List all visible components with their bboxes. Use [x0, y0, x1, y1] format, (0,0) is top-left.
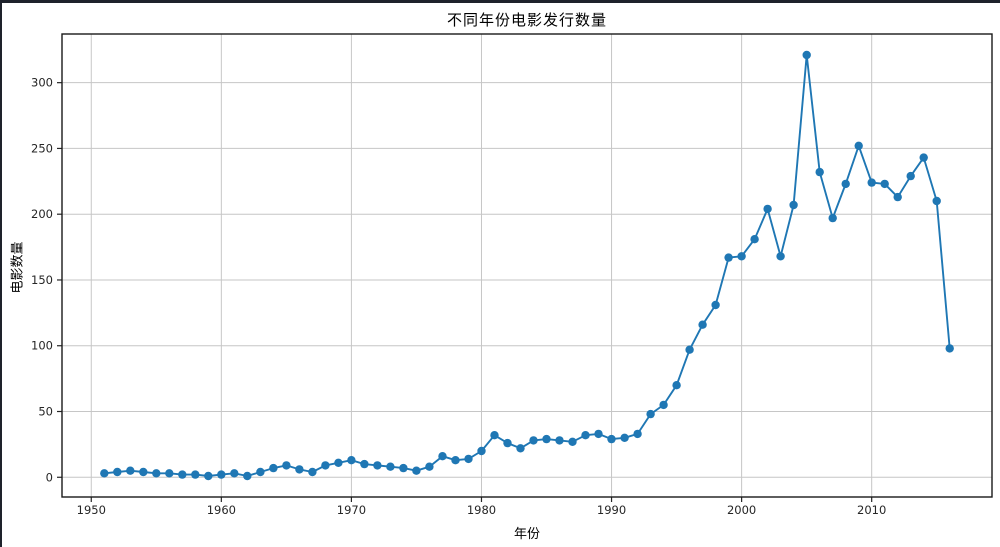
data-point [919, 153, 928, 162]
data-point [815, 167, 824, 177]
y-tick-label: 200 [31, 207, 53, 221]
chart-title: 不同年份电影发行数量 [446, 11, 607, 29]
data-point [477, 446, 486, 456]
data-point [828, 213, 837, 223]
data-point [503, 438, 512, 448]
data-line [103, 54, 951, 477]
data-point [360, 459, 369, 469]
tick-marks [57, 82, 873, 502]
data-point [113, 467, 122, 477]
data-point [412, 466, 421, 475]
data-point [906, 171, 915, 181]
data-point [763, 204, 772, 214]
x-tick-label: 1980 [467, 503, 496, 517]
data-point [802, 50, 811, 60]
data-point [854, 141, 863, 150]
data-point [243, 471, 252, 481]
data-point [633, 429, 642, 439]
data-point [646, 409, 655, 419]
x-axis-label: 年份 [513, 527, 540, 542]
data-point [204, 471, 213, 481]
data-point [893, 192, 902, 202]
x-tick-label: 1960 [207, 503, 236, 517]
data-point [932, 196, 941, 206]
x-tick-label: 2000 [727, 503, 756, 517]
data-point [295, 465, 304, 474]
data-point [529, 436, 538, 445]
data-point [594, 429, 603, 439]
data-point [620, 433, 629, 442]
data-point [256, 467, 265, 477]
data-point [867, 178, 876, 187]
data-point [945, 344, 954, 353]
data-point [880, 179, 889, 189]
data-point [776, 252, 785, 261]
y-tick-label: 300 [31, 76, 53, 90]
data-point [516, 444, 525, 453]
x-tick-label: 1990 [597, 503, 626, 517]
data-point [490, 431, 499, 440]
data-point [126, 466, 135, 475]
data-point [659, 400, 668, 410]
window-top-border [0, 0, 1000, 3]
data-point [217, 470, 226, 479]
data-point [451, 456, 460, 465]
data-point [542, 434, 551, 444]
data-point [581, 431, 590, 440]
data-point [321, 461, 330, 470]
data-point [100, 469, 109, 478]
data-point [386, 462, 395, 471]
data-point [425, 462, 434, 471]
x-tick-label: 2010 [857, 503, 886, 517]
data-point [789, 200, 798, 210]
data-point [282, 461, 291, 470]
data-point [230, 469, 239, 478]
y-tick-label: 250 [31, 141, 53, 155]
data-point [139, 467, 148, 477]
y-axis-label: 电影数量 [10, 241, 26, 294]
data-point [711, 300, 720, 310]
data-point [347, 456, 356, 465]
data-point [269, 463, 278, 473]
data-point [165, 469, 174, 478]
y-tick-label: 50 [38, 405, 53, 419]
data-point [841, 179, 850, 189]
x-tick-labels: 1950 1960 1970 1980 1990 2000 2010 [77, 503, 887, 517]
data-point [152, 469, 161, 478]
data-point [373, 461, 382, 470]
data-point [191, 470, 200, 479]
data-point [438, 452, 447, 461]
data-point [334, 458, 343, 467]
data-point [724, 253, 733, 262]
data-points [100, 50, 954, 481]
data-point [685, 345, 694, 354]
data-point [698, 320, 707, 329]
data-point [464, 454, 473, 464]
data-point [555, 436, 564, 445]
y-tick-label: 0 [46, 470, 53, 484]
x-tick-label: 1950 [77, 503, 106, 517]
data-point [178, 470, 187, 479]
data-point [672, 381, 681, 390]
grid-lines [62, 34, 992, 497]
x-tick-label: 1970 [337, 503, 366, 517]
data-point [399, 463, 408, 473]
data-point [308, 467, 317, 477]
data-point [750, 235, 759, 244]
y-tick-labels: 0 50 100 150 200 250 300 [31, 76, 53, 485]
data-point [568, 437, 577, 446]
y-tick-label: 150 [31, 273, 53, 287]
data-point [737, 252, 746, 261]
window-left-border [0, 0, 2, 547]
y-tick-label: 100 [31, 339, 53, 353]
plot-border [61, 33, 993, 498]
data-point [607, 434, 616, 444]
